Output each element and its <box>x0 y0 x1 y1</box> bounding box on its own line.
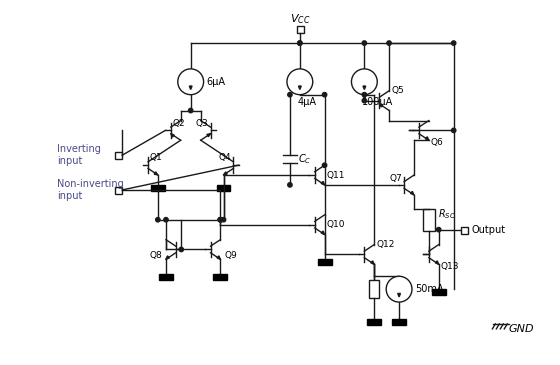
Circle shape <box>451 41 456 45</box>
Text: 50mA: 50mA <box>415 284 444 294</box>
Circle shape <box>164 218 168 222</box>
Circle shape <box>189 108 193 113</box>
Circle shape <box>156 218 160 222</box>
Text: Q3: Q3 <box>196 119 208 128</box>
Polygon shape <box>321 181 325 185</box>
Circle shape <box>323 163 326 168</box>
Text: Q12: Q12 <box>376 240 395 249</box>
Text: Q11: Q11 <box>326 170 345 180</box>
Circle shape <box>179 247 184 252</box>
Text: Q8: Q8 <box>149 251 162 260</box>
Bar <box>297 26 304 33</box>
Polygon shape <box>189 86 192 89</box>
Polygon shape <box>363 86 366 89</box>
Polygon shape <box>154 172 158 175</box>
Bar <box>369 280 379 298</box>
Polygon shape <box>379 104 383 107</box>
Polygon shape <box>426 137 429 140</box>
Circle shape <box>298 41 302 45</box>
Text: $V_{CC}$: $V_{CC}$ <box>290 12 310 26</box>
Text: GND: GND <box>508 324 534 334</box>
Circle shape <box>218 218 222 222</box>
Circle shape <box>386 276 412 302</box>
Circle shape <box>218 218 222 222</box>
Circle shape <box>451 128 456 132</box>
Polygon shape <box>298 86 301 89</box>
Circle shape <box>362 99 367 103</box>
Bar <box>213 274 227 280</box>
Circle shape <box>287 69 312 95</box>
Text: Q2: Q2 <box>173 119 185 128</box>
Text: $C_C$: $C_C$ <box>298 152 311 166</box>
Circle shape <box>387 41 391 45</box>
Circle shape <box>178 69 204 95</box>
Text: Q13: Q13 <box>441 262 459 271</box>
Polygon shape <box>166 256 170 259</box>
Bar <box>217 185 231 191</box>
Text: Q7: Q7 <box>389 174 402 183</box>
Text: Q10: Q10 <box>326 220 345 229</box>
Text: Q9: Q9 <box>225 251 237 260</box>
Text: $R_{SC}$: $R_{SC}$ <box>438 207 456 221</box>
Circle shape <box>298 41 302 45</box>
Bar <box>318 260 332 265</box>
Circle shape <box>323 92 326 97</box>
Bar <box>367 319 381 325</box>
Bar <box>392 319 406 325</box>
Bar <box>423 209 435 231</box>
Text: Q1: Q1 <box>150 153 163 162</box>
Bar <box>115 152 122 159</box>
Circle shape <box>288 183 292 187</box>
Polygon shape <box>398 293 400 297</box>
Bar <box>151 185 165 191</box>
Bar <box>159 274 173 280</box>
Polygon shape <box>321 231 325 234</box>
Text: Q6: Q6 <box>431 138 444 147</box>
Circle shape <box>221 218 226 222</box>
Bar <box>115 187 122 194</box>
Circle shape <box>352 69 377 95</box>
Text: Inverting
input: Inverting input <box>57 145 101 166</box>
Text: 4μA: 4μA <box>298 97 317 107</box>
Polygon shape <box>217 256 220 259</box>
Text: 6μA: 6μA <box>207 77 226 87</box>
Polygon shape <box>410 191 414 195</box>
Bar <box>432 289 446 295</box>
Circle shape <box>288 92 292 97</box>
Circle shape <box>362 92 367 97</box>
Bar <box>461 227 468 234</box>
Polygon shape <box>207 134 211 137</box>
Polygon shape <box>371 261 374 264</box>
Polygon shape <box>223 172 227 175</box>
Polygon shape <box>171 134 174 137</box>
Text: 100μA: 100μA <box>362 97 394 107</box>
Text: Non-inverting
input: Non-inverting input <box>57 179 123 201</box>
Circle shape <box>218 218 222 222</box>
Text: Q4: Q4 <box>219 153 231 162</box>
Circle shape <box>362 41 367 45</box>
Text: Q5: Q5 <box>391 86 404 95</box>
Polygon shape <box>435 261 438 264</box>
Circle shape <box>436 227 441 232</box>
Text: Output: Output <box>472 224 506 235</box>
